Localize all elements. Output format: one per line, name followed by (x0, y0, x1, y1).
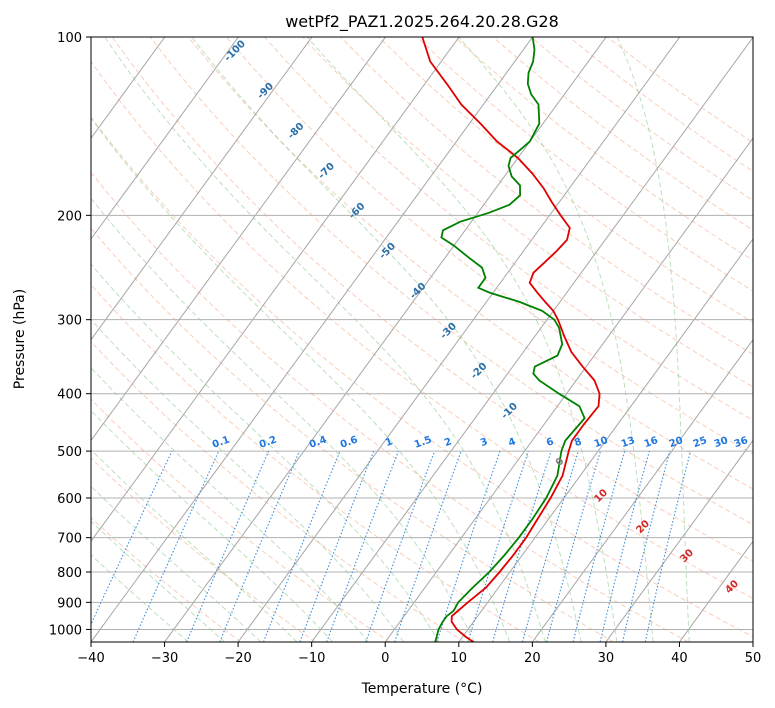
mixing-ratio-line (644, 450, 692, 642)
mixing-ratio-label: 16 (643, 435, 660, 450)
x-axis: −40 −30 −20 −10 0 10 20 30 40 50 (77, 642, 761, 666)
x-tick-label: 0 (381, 651, 389, 666)
dry-adiabat (302, 37, 753, 388)
mixing-ratio-line (622, 450, 671, 642)
isotherm (384, 137, 753, 642)
x-tick-label: −30 (151, 651, 178, 666)
mixing-ratio-label: 4 (507, 436, 517, 449)
mixing-ratio-label: 36 (733, 435, 750, 450)
mixing-ratio-label: 30 (713, 435, 730, 450)
mixing-ratio-line (262, 450, 341, 642)
plot-frame (90, 36, 754, 643)
mixing-ratio-line (365, 450, 436, 642)
isotherm (605, 439, 753, 642)
x-tick-label: 40 (671, 651, 688, 666)
mixing-ratio-line (299, 450, 375, 642)
moist-adiabat (91, 366, 369, 642)
mixing-ratio-line (492, 450, 552, 642)
y-tick-label: 700 (57, 532, 82, 547)
y-tick-label: 300 (57, 314, 82, 329)
y-tick-label: 500 (57, 445, 82, 460)
moist-adiabat (458, 37, 654, 642)
dry-adiabat (111, 37, 753, 562)
x-tick-label: 20 (524, 651, 541, 666)
mixing-ratio-line (394, 450, 462, 642)
x-tick-label: −10 (298, 651, 325, 666)
mixing-ratio-label: 3 (479, 436, 489, 449)
y-tick-label: 600 (57, 492, 82, 507)
isotherm (237, 37, 681, 642)
mixing-ratio-label: 10 (593, 435, 610, 450)
isotherm (458, 238, 753, 642)
mixing-ratio-label: 25 (692, 435, 709, 450)
x-tick-label: 10 (451, 651, 468, 666)
dry-adiabat (91, 517, 242, 642)
mixing-ratio-line (91, 450, 173, 626)
y-tick-label: 800 (57, 566, 82, 581)
isotherm (531, 338, 753, 642)
temperature-profile (421, 37, 601, 642)
mixing-ratio-line (219, 450, 300, 642)
mixing-ratio-label: 1 (384, 436, 394, 449)
dry-adiabat (91, 457, 316, 642)
dry-adiabat (187, 37, 753, 490)
dry-adiabat (91, 398, 391, 642)
moist-adiabat (91, 197, 475, 642)
isotherm (91, 37, 239, 240)
x-tick-label: 30 (598, 651, 615, 666)
mixing-ratio-label: 13 (620, 435, 637, 450)
dry-adiabat (91, 283, 540, 642)
dry-adiabat (91, 60, 753, 600)
x-tick-label: 50 (745, 651, 762, 666)
dry-adiabat (91, 340, 465, 642)
moist-adiabat (91, 409, 334, 642)
y-tick-label: 1000 (49, 623, 82, 638)
mixing-ratio-label: 6 (545, 436, 555, 449)
moist-adiabat (91, 117, 511, 642)
mixing-ratio-line (132, 450, 220, 642)
mixing-ratio-line (572, 450, 626, 642)
dewpoint-profile (434, 37, 586, 642)
dry-adiabat (91, 171, 689, 642)
mixing-ratio-line (521, 450, 579, 642)
y-tick-label: 100 (57, 31, 82, 46)
mixing-ratio-line (546, 450, 602, 642)
moist-adiabat (91, 318, 405, 642)
x-tick-label: −20 (224, 651, 251, 666)
x-axis-label: Temperature (°C) (361, 681, 483, 697)
x-tick-label: −40 (77, 651, 104, 666)
y-tick-label: 400 (57, 388, 82, 403)
mixing-ratio-line (467, 450, 529, 642)
mixing-ratio-label: 2 (443, 436, 453, 449)
isotherm (91, 37, 386, 442)
moist-adiabat (91, 263, 440, 642)
plot-area (91, 37, 753, 642)
background-lines (91, 37, 753, 642)
moist-adiabat (104, 37, 546, 642)
isotherm (91, 37, 534, 642)
mixing-ratio-label: 8 (573, 436, 583, 449)
moist-adiabat (616, 37, 690, 642)
dry-adiabat (91, 227, 614, 642)
mixing-ratio-line (326, 450, 399, 642)
mixing-ratio-line (186, 450, 270, 642)
isotherm (311, 37, 753, 642)
y-tick-label: 900 (57, 596, 82, 611)
dry-adiabat (149, 37, 753, 526)
chart-title: wetPf2_PAZ1.2025.264.20.28.G28 (285, 12, 559, 32)
y-axis-label: Pressure (hPa) (12, 289, 28, 389)
dry-adiabat (340, 37, 753, 355)
sounding-profiles (421, 37, 601, 642)
moist-adiabat (91, 448, 298, 642)
mixing-ratio-label: 20 (668, 435, 685, 450)
y-tick-label: 200 (57, 209, 82, 224)
y-axis: 100 200 300 400 500 600 700 800 900 1000 (49, 31, 91, 638)
